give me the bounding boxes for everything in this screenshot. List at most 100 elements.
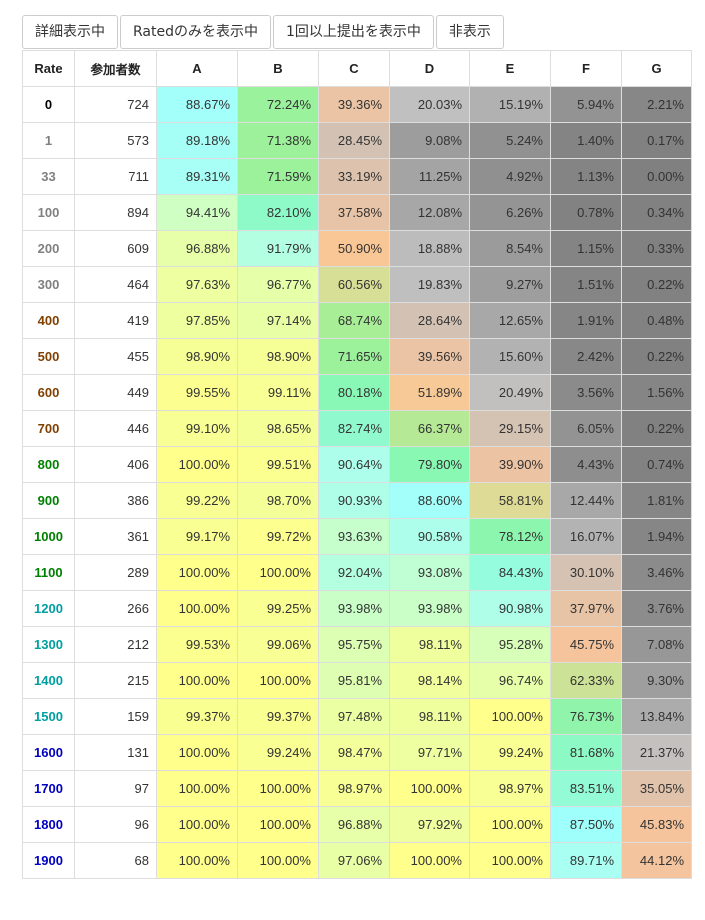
accuracy-cell: 96.88% — [318, 806, 390, 843]
participants-cell: 894 — [74, 194, 157, 231]
accuracy-cell: 100.00% — [156, 662, 238, 699]
header-f: F — [550, 50, 622, 87]
accuracy-cell: 1.40% — [550, 122, 622, 159]
accuracy-cell: 0.17% — [621, 122, 692, 159]
accuracy-cell: 9.27% — [469, 266, 551, 303]
header-e: E — [469, 50, 551, 87]
detail-view-button[interactable]: 詳細表示中 — [22, 15, 118, 49]
table-row: 1800 96 100.00% 100.00% 96.88% 97.92% 100.00% 8… — [22, 806, 692, 843]
accuracy-cell: 71.65% — [318, 338, 390, 375]
rate-cell: 1400 — [22, 662, 75, 699]
accuracy-cell: 51.89% — [389, 374, 470, 411]
accuracy-cell: 39.36% — [318, 86, 390, 123]
rate-cell: 1700 — [22, 770, 75, 807]
accuracy-cell: 98.11% — [389, 626, 470, 663]
table-row: 1600 131 100.00% 99.24% 98.47% 97.71% 99.24% 81… — [22, 734, 692, 771]
accuracy-cell: 19.83% — [389, 266, 470, 303]
accuracy-cell: 15.60% — [469, 338, 551, 375]
rate-cell: 600 — [22, 374, 75, 411]
accuracy-cell: 16.07% — [550, 518, 622, 555]
accuracy-cell: 90.98% — [469, 590, 551, 627]
accuracy-cell: 100.00% — [156, 734, 238, 771]
accuracy-cell: 99.53% — [156, 626, 238, 663]
rate-cell: 1600 — [22, 734, 75, 771]
accuracy-cell: 28.45% — [318, 122, 390, 159]
table-row: 1100 289 100.00% 100.00% 92.04% 93.08% 84.43% 3… — [22, 554, 692, 591]
participants-cell: 406 — [74, 446, 157, 483]
accuracy-cell: 1.81% — [621, 482, 692, 519]
accuracy-cell: 0.34% — [621, 194, 692, 231]
accuracy-cell: 45.83% — [621, 806, 692, 843]
accuracy-cell: 71.38% — [237, 122, 319, 159]
accuracy-cell: 100.00% — [156, 806, 238, 843]
accuracy-cell: 96.88% — [156, 230, 238, 267]
rated-only-button[interactable]: Ratedのみを表示中 — [120, 15, 271, 49]
accuracy-cell: 15.19% — [469, 86, 551, 123]
accuracy-cell: 28.64% — [389, 302, 470, 339]
accuracy-cell: 11.25% — [389, 158, 470, 195]
accuracy-cell: 12.08% — [389, 194, 470, 231]
accuracy-cell: 97.85% — [156, 302, 238, 339]
accuracy-cell: 58.81% — [469, 482, 551, 519]
accuracy-cell: 97.92% — [389, 806, 470, 843]
participants-cell: 159 — [74, 698, 157, 735]
accuracy-cell: 0.74% — [621, 446, 692, 483]
rate-cell: 1000 — [22, 518, 75, 555]
rate-cell: 1 — [22, 122, 75, 159]
accuracy-cell: 20.49% — [469, 374, 551, 411]
rate-cell: 1800 — [22, 806, 75, 843]
accuracy-cell: 39.90% — [469, 446, 551, 483]
table-row: 400 419 97.85% 97.14% 68.74% 28.64% 12.65% 1.91… — [22, 302, 692, 339]
accuracy-cell: 99.37% — [156, 698, 238, 735]
accuracy-cell: 21.37% — [621, 734, 692, 771]
accuracy-cell: 99.17% — [156, 518, 238, 555]
accuracy-cell: 9.08% — [389, 122, 470, 159]
accuracy-cell: 1.94% — [621, 518, 692, 555]
participants-cell: 449 — [74, 374, 157, 411]
hide-button[interactable]: 非表示 — [435, 15, 504, 49]
accuracy-cell: 99.37% — [237, 698, 319, 735]
accuracy-cell: 0.22% — [621, 410, 692, 447]
participants-cell: 68 — [74, 842, 157, 879]
table-row: 1 573 89.18% 71.38% 28.45% 9.08% 5.24% 1.40% 0.1… — [22, 122, 692, 159]
participants-cell: 446 — [74, 410, 157, 447]
rate-cell: 800 — [22, 446, 75, 483]
accuracy-cell: 1.15% — [550, 230, 622, 267]
accuracy-cell: 100.00% — [156, 554, 238, 591]
header-row: Rate 参加者数 A B C D E F G — [22, 50, 692, 87]
accuracy-cell: 91.79% — [237, 230, 319, 267]
accuracy-cell: 2.21% — [621, 86, 692, 123]
table-row: 0 724 88.67% 72.24% 39.36% 20.03% 15.19% 5.94% 2… — [22, 86, 692, 123]
accuracy-cell: 100.00% — [237, 662, 319, 699]
accuracy-cell: 100.00% — [156, 770, 238, 807]
accuracy-cell: 1.13% — [550, 158, 622, 195]
rate-cell: 1900 — [22, 842, 75, 879]
accuracy-cell: 88.60% — [389, 482, 470, 519]
accuracy-cell: 89.71% — [550, 842, 622, 879]
accuracy-cell: 35.05% — [621, 770, 692, 807]
accuracy-cell: 99.25% — [237, 590, 319, 627]
participants-cell: 266 — [74, 590, 157, 627]
submitted-filter-button[interactable]: 1回以上提出を表示中 — [273, 15, 434, 49]
participants-cell: 711 — [74, 158, 157, 195]
table-row: 1500 159 99.37% 99.37% 97.48% 98.11% 100.00% 76… — [22, 698, 692, 735]
accuracy-cell: 6.26% — [469, 194, 551, 231]
accuracy-cell: 93.98% — [389, 590, 470, 627]
table-row: 1300 212 99.53% 99.06% 95.75% 98.11% 95.28% 45.… — [22, 626, 692, 663]
accuracy-cell: 99.24% — [469, 734, 551, 771]
accuracy-cell: 98.65% — [237, 410, 319, 447]
participants-cell: 609 — [74, 230, 157, 267]
accuracy-cell: 100.00% — [237, 842, 319, 879]
table-row: 1400 215 100.00% 100.00% 95.81% 98.14% 96.74% 6… — [22, 662, 692, 699]
accuracy-cell: 18.88% — [389, 230, 470, 267]
accuracy-cell: 3.46% — [621, 554, 692, 591]
accuracy-cell: 100.00% — [237, 554, 319, 591]
table-row: 1900 68 100.00% 100.00% 97.06% 100.00% 100.00%… — [22, 842, 692, 879]
accuracy-cell: 0.78% — [550, 194, 622, 231]
accuracy-cell: 98.11% — [389, 698, 470, 735]
accuracy-cell: 12.65% — [469, 302, 551, 339]
accuracy-cell: 97.06% — [318, 842, 390, 879]
accuracy-cell: 3.56% — [550, 374, 622, 411]
rate-cell: 900 — [22, 482, 75, 519]
